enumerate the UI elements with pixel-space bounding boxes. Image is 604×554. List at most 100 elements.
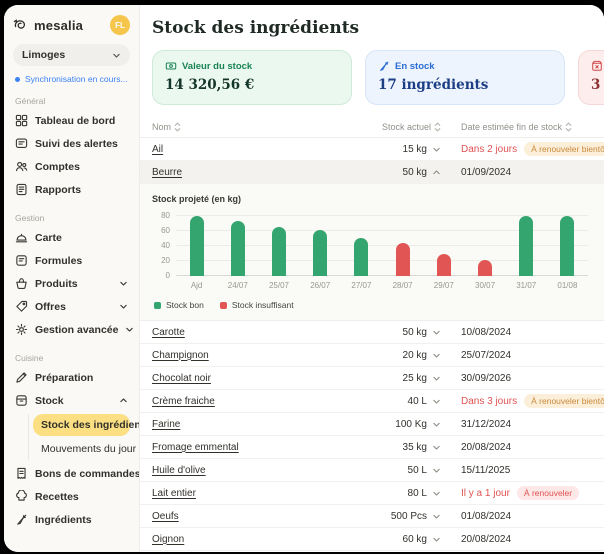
sidebar-item-formules[interactable]: Formules xyxy=(13,249,130,272)
stock-expand-toggle[interactable] xyxy=(432,145,441,154)
chart-x-tick-label: 24/07 xyxy=(227,281,248,290)
stock-expand-toggle[interactable] xyxy=(432,489,441,498)
status-badge: À renouveler xyxy=(516,486,580,500)
stock-expand-toggle[interactable] xyxy=(432,512,441,521)
chevron-down-icon xyxy=(432,328,441,337)
ingredient-name-link[interactable]: Huile d'olive xyxy=(152,464,206,476)
chart-bar-29-07 xyxy=(436,253,451,276)
stock-value: 50 L xyxy=(407,464,427,476)
legend-swatch-icon xyxy=(154,301,161,309)
sidebar-item-stock[interactable]: Stock xyxy=(13,389,130,412)
stock-expand-toggle[interactable] xyxy=(432,351,441,360)
stock-expand-toggle[interactable] xyxy=(432,168,441,177)
ingredient-name-link[interactable]: Fromage emmental xyxy=(152,441,239,453)
stat-card-value: 17 ingrédients xyxy=(378,77,489,93)
sidebar-item-recettes[interactable]: Recettes xyxy=(13,485,130,508)
stock-value: 100 Kg xyxy=(395,418,427,430)
ingredient-name-link[interactable]: Carotte xyxy=(152,326,185,338)
ingredient-name-link[interactable]: Lait entier xyxy=(152,487,196,499)
sidebar-item-gestion-avancee[interactable]: Gestion avancée xyxy=(13,318,134,341)
chart-bar-01-08 xyxy=(560,216,575,276)
stock-value: 60 kg xyxy=(402,533,427,545)
sidebar-item-produits[interactable]: Produits xyxy=(13,272,130,295)
ingredient-name-link[interactable]: Champignon xyxy=(152,349,209,361)
sidebar-item-comptes[interactable]: Comptes xyxy=(13,155,130,178)
chart-bar-28-07 xyxy=(395,243,410,276)
table-row-oeufs: Oeufs 500 Pcs 01/08/2024 xyxy=(140,505,604,528)
sidebar-item-tableau-de-bord[interactable]: Tableau de bord xyxy=(13,109,130,132)
stock-value: 80 L xyxy=(407,487,427,499)
carrot-icon xyxy=(17,514,27,525)
chart-bar-27-07 xyxy=(354,237,369,276)
ingredient-name-link[interactable]: Oeufs xyxy=(152,510,179,522)
chart-bar-24-07 xyxy=(230,221,245,276)
section-label-cuisine: Cuisine xyxy=(15,353,44,363)
ingredient-name-link[interactable]: Oignon xyxy=(152,533,185,545)
sidebar-item-rapports[interactable]: Rapports xyxy=(13,178,130,201)
stock-end-date: 10/08/2024 xyxy=(461,326,512,338)
stock-expand-toggle[interactable] xyxy=(432,535,441,544)
stock-expand-toggle[interactable] xyxy=(432,374,441,383)
chart-x-tick-label: 30/07 xyxy=(475,281,496,290)
chevron-down-icon xyxy=(432,145,441,154)
carrot-icon xyxy=(380,61,389,71)
sidebar-item-suivi-des-alertes[interactable]: Suivi des alertes xyxy=(13,132,130,155)
stock-end-date: 20/08/2024 xyxy=(461,533,512,545)
sidebar-subitem-mouvements-du-jour[interactable]: Mouvements du jour xyxy=(41,443,137,455)
chevron-down-icon xyxy=(432,443,441,452)
chart-bars xyxy=(176,216,588,276)
stock-expand-toggle[interactable] xyxy=(432,397,441,406)
legend-item-stock-insuffisant: Stock insuffisant xyxy=(219,300,294,310)
chevron-down-icon xyxy=(432,374,441,383)
table-row-lait-entier: Lait entier 80 L Il y a 1 jour À renouveler xyxy=(140,482,604,505)
stock-end-date: 31/12/2024 xyxy=(461,418,512,430)
chart-gridline xyxy=(176,275,588,276)
sidebar-item-bons-de-commandes[interactable]: Bons de commandes xyxy=(13,462,139,485)
stock-expand-toggle[interactable] xyxy=(432,466,441,475)
sidebar-nav: Général Tableau de bord Suivi des alertes C… xyxy=(13,96,139,531)
basket-icon xyxy=(16,278,27,289)
ingredient-name-link[interactable]: Chocolat noir xyxy=(152,372,211,384)
chart-bar-25-07 xyxy=(272,226,286,276)
ingredient-name-link[interactable]: Beurre xyxy=(152,166,183,178)
sidebar-subitems-stock: Stock des ingrédients Mouvements du jour xyxy=(28,414,139,460)
column-header-stock-actuel[interactable]: Stock actuel xyxy=(321,122,441,132)
stat-card-label: En stock xyxy=(395,60,435,72)
ingredient-name-link[interactable]: Farine xyxy=(152,418,181,430)
status-badge: À renouveler bientôt xyxy=(524,142,604,156)
column-header-nom[interactable]: Nom xyxy=(152,122,321,132)
stock-expand-toggle[interactable] xyxy=(432,328,441,337)
gear-icon xyxy=(15,323,28,336)
ingredient-name-link[interactable]: Crème fraiche xyxy=(152,395,215,407)
sidebar-item-ingredients[interactable]: Ingrédients xyxy=(13,508,130,531)
stock-value: 35 kg xyxy=(402,441,427,453)
table-row-fromage-emmental: Fromage emmental 35 kg 20/08/2024 xyxy=(140,436,604,459)
sync-dot-icon xyxy=(15,76,20,82)
chart-x-tick-label: 27/07 xyxy=(351,281,372,290)
sidebar-item-offres[interactable]: Offres xyxy=(13,295,130,318)
sync-status-text: Synchronisation en cours... xyxy=(25,74,128,84)
stat-card-label: Valeur du stock xyxy=(182,60,253,72)
stock-expand-toggle[interactable] xyxy=(432,420,441,429)
table-row-ail: Ail 15 kg Dans 2 jours À renouveler bientôt xyxy=(140,138,604,161)
sidebar-subitem-stock-des-ingredients[interactable]: Stock des ingrédients xyxy=(33,414,139,436)
stock-end-date: Il y a 1 jour xyxy=(461,487,510,499)
sidebar-item-preparation[interactable]: Préparation xyxy=(13,366,130,389)
mesalia-logo-icon xyxy=(13,17,29,33)
chart-x-tick-label: 28/07 xyxy=(392,281,413,290)
chevron-down-icon xyxy=(432,512,441,521)
sidebar-item-carte[interactable]: Carte xyxy=(13,226,130,249)
chevron-down-icon xyxy=(432,535,441,544)
stat-card-valeur-du-stock: Valeur du stock 14 320,56 € xyxy=(152,50,352,105)
banknote-icon xyxy=(165,62,177,70)
location-select[interactable]: Limoges xyxy=(13,44,130,66)
column-header-date-fin-stock[interactable]: Date estimée fin de stock xyxy=(441,122,592,132)
chart-x-tick-label: 29/07 xyxy=(433,281,454,290)
table-row-farine: Farine 100 Kg 31/12/2024 xyxy=(140,413,604,436)
user-avatar[interactable]: FL xyxy=(110,15,130,35)
chart-y-tick-label: 60 xyxy=(161,226,170,235)
section-label-general: Général xyxy=(15,96,46,106)
stock-expand-toggle[interactable] xyxy=(432,443,441,452)
ingredient-name-link[interactable]: Ail xyxy=(152,143,164,155)
